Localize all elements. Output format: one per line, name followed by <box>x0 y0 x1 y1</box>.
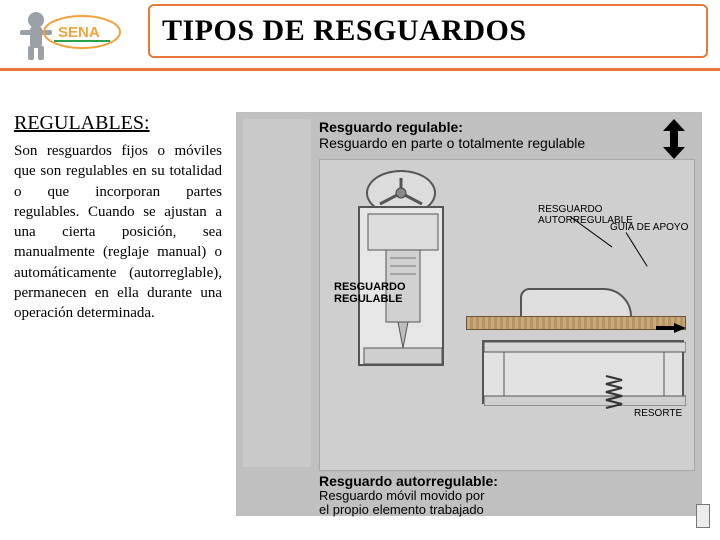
diagram-footer: Resguardo autorregulable: Resguardo móvi… <box>319 473 498 518</box>
drill-handwheel-spokes <box>372 176 430 210</box>
title-box: TIPOS DE RESGUARDOS <box>148 4 708 58</box>
diagram-column: Resguardo regulable: Resguardo en parte … <box>236 112 706 516</box>
label-resguardo-regulable: RESGUARDO REGULABLE <box>334 282 406 305</box>
diagram-footer-1: Resguardo autorregulable: <box>319 473 498 489</box>
body-paragraph: Son resguardos fijos o móviles que son r… <box>14 141 222 323</box>
spring-icon <box>604 374 624 410</box>
label-guia-apoyo: GUIA DE APOYO <box>610 222 688 233</box>
page-title: TIPOS DE RESGUARDOS <box>162 14 694 48</box>
diagram-footer-2: Resguardo móvil movido por el propio ele… <box>319 489 498 518</box>
logo-text: SENA <box>58 24 100 41</box>
diagram-header-1: Resguardo regulable: <box>319 119 585 135</box>
accent-rule <box>0 68 720 71</box>
subheading: REGULABLES: <box>14 112 222 135</box>
diagram-frame: Resguardo regulable: Resguardo en parte … <box>236 112 702 516</box>
text-column: REGULABLES: Son resguardos fijos o móvil… <box>14 112 222 516</box>
sena-logo: SENA <box>14 6 124 64</box>
slide-header: SENA TIPOS DE RESGUARDOS <box>0 0 720 78</box>
diagram-header: Resguardo regulable: Resguardo en parte … <box>319 119 585 151</box>
label-resorte: RESORTE <box>634 408 682 419</box>
technical-drawing-panel: RESGUARDO REGULABLE RESGUARDO AUTORREGUL… <box>319 159 695 471</box>
diagram-side-panel <box>243 119 311 467</box>
saw-table-base <box>482 340 684 404</box>
diagram-header-2: Resguardo en parte o totalmente regulabl… <box>319 135 585 151</box>
feed-arrow-icon <box>656 320 686 330</box>
up-down-arrow-icon <box>661 119 687 159</box>
workpiece-plank <box>466 316 686 330</box>
page-corner-indicator <box>696 504 710 528</box>
content-area: REGULABLES: Son resguardos fijos o móvil… <box>14 112 706 516</box>
leader-line-2 <box>626 232 648 266</box>
